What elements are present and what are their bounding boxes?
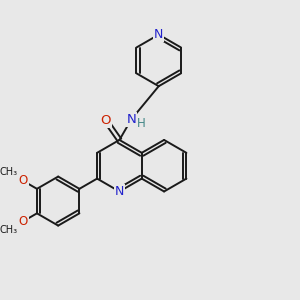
Text: N: N [126,113,136,126]
Text: N: N [154,28,164,41]
Text: O: O [19,175,28,188]
Text: O: O [19,215,28,228]
Text: O: O [101,114,111,127]
Text: H: H [137,117,146,130]
Text: CH₃: CH₃ [0,225,17,235]
Text: CH₃: CH₃ [0,167,17,177]
Text: N: N [115,185,124,198]
